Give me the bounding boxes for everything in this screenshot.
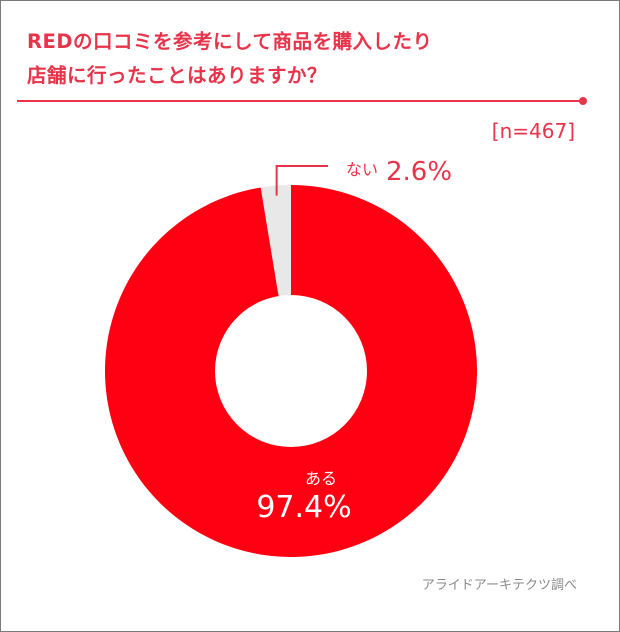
- label-value-aru: 97.4%: [256, 490, 351, 525]
- chart-title-line-1: REDの口コミを参考にして商品を購入したり: [27, 30, 433, 53]
- chart-title: REDの口コミを参考にして商品を購入したり 店舗に行ったことはありますか？: [27, 25, 587, 93]
- title-divider: [17, 100, 583, 102]
- label-value-nai: 2.6%: [386, 157, 452, 187]
- divider-end-dot: [579, 97, 587, 105]
- chart-title-line-2: 店舗に行ったことはありますか？: [27, 64, 328, 87]
- leader-line-no: [275, 165, 328, 196]
- label-category-nai: ない: [346, 160, 378, 179]
- data-labels: ない 2.6% ある 97.4%: [256, 157, 452, 525]
- sample-size-label: [n=467]: [491, 119, 575, 143]
- source-credit: アライドアーキテクツ調べ: [421, 578, 577, 593]
- label-category-aru: ある: [305, 469, 337, 488]
- donut-hole: [215, 295, 367, 447]
